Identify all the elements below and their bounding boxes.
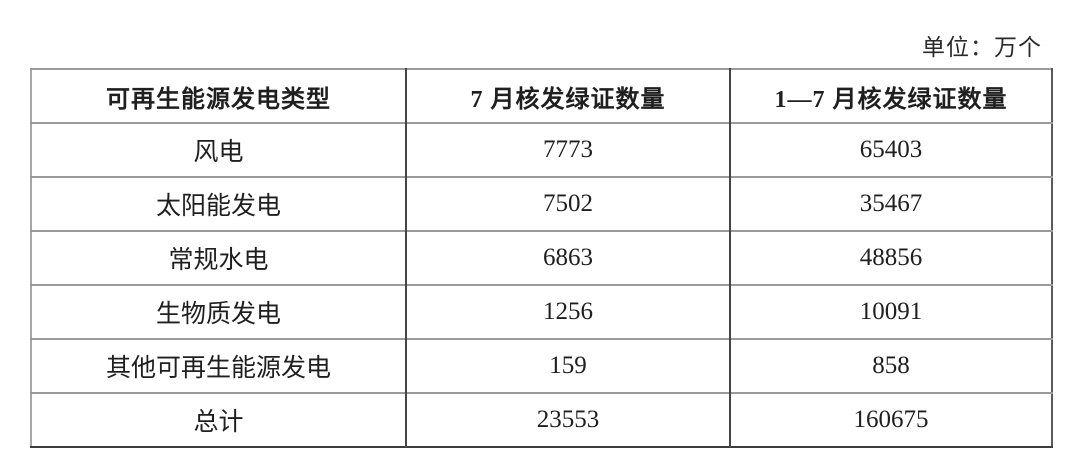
cell-energy-type: 其他可再生能源发电	[31, 338, 406, 393]
table-row-solar: 太阳能发电 7502 35467	[31, 176, 1052, 231]
cell-july-count: 7502	[405, 176, 730, 231]
cell-energy-type: 生物质发电	[31, 284, 406, 339]
col-header-july-count: 7 月核发绿证数量	[405, 69, 730, 123]
table-row-wind: 风电 7773 65403	[31, 122, 1052, 177]
cell-energy-type: 总计	[31, 392, 406, 447]
cell-july-count: 23553	[405, 392, 730, 447]
unit-label: 单位：万个	[922, 35, 1042, 60]
cell-july-count: 6863	[405, 230, 730, 285]
table-row-total: 总计 23553 160675	[31, 392, 1052, 447]
cell-energy-type: 风电	[31, 122, 406, 177]
cell-july-count: 1256	[405, 284, 730, 339]
cell-jan-july-count: 48856	[729, 230, 1052, 285]
cell-energy-type: 太阳能发电	[31, 176, 406, 231]
cell-energy-type: 常规水电	[31, 230, 406, 285]
table-row-hydro: 常规水电 6863 48856	[31, 230, 1052, 285]
cell-jan-july-count: 65403	[729, 122, 1052, 177]
cell-july-count: 7773	[405, 122, 730, 177]
table-row-other: 其他可再生能源发电 159 858	[31, 338, 1052, 393]
col-header-energy-type: 可再生能源发电类型	[106, 86, 331, 113]
green-certificate-table: 可再生能源发电类型 7 月核发绿证数量 1—7 月核发绿证数量 风电 7773 …	[30, 68, 1053, 448]
cell-jan-july-count: 160675	[729, 392, 1052, 447]
cell-jan-july-count: 858	[729, 338, 1052, 393]
cell-jan-july-count: 10091	[729, 284, 1052, 339]
cell-july-count: 159	[405, 338, 730, 393]
cell-jan-july-count: 35467	[729, 176, 1052, 231]
col-header-jan-july-count: 1—7 月核发绿证数量	[729, 69, 1052, 123]
table-row-biomass: 生物质发电 1256 10091	[31, 284, 1052, 339]
table-header-row: 可再生能源发电类型 7 月核发绿证数量 1—7 月核发绿证数量	[31, 69, 1052, 123]
